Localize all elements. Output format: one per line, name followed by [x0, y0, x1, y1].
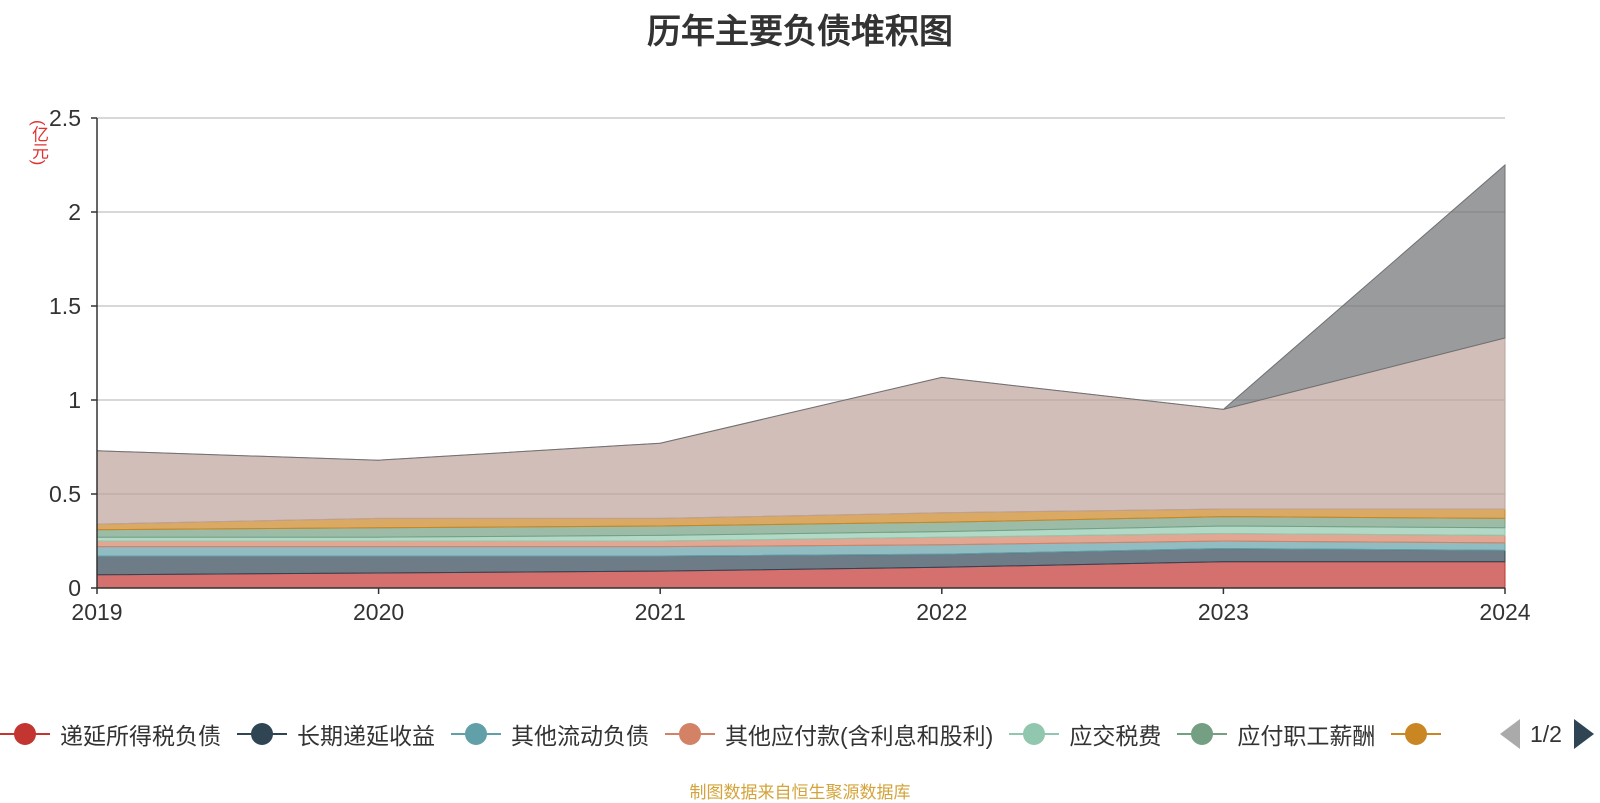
legend-item[interactable]: [1391, 716, 1451, 752]
legend-pager: 1/2: [1500, 716, 1594, 752]
y-tick-label: 1: [68, 387, 81, 413]
x-tick-label: 2019: [71, 599, 122, 625]
legend-item[interactable]: 递延所得税负债: [0, 716, 221, 752]
y-tick-label: 1.5: [49, 293, 81, 319]
x-tick-label: 2022: [916, 599, 967, 625]
axes: 0 0.5 1 1.5 2 2.5 2019 2020 2021 2022 2023 2024: [49, 105, 1531, 625]
y-tick-label: 2: [68, 199, 81, 225]
legend-next-arrow-icon[interactable]: [1573, 719, 1594, 749]
area-series-9: [96, 163, 1506, 461]
chart-title: 历年主要负债堆积图: [647, 13, 953, 51]
x-tick-label: 2020: [353, 599, 404, 625]
y-tick-label: 0: [68, 575, 81, 601]
legend-label: 其他流动负债: [511, 723, 649, 749]
y-axis-unit-label: (亿元): [29, 120, 48, 166]
legend-prev-arrow-icon[interactable]: [1500, 719, 1520, 749]
legend-item[interactable]: 应付职工薪酬: [1177, 716, 1375, 752]
y-tick-label: 0.5: [49, 481, 81, 507]
legend-label: 递延所得税负债: [60, 723, 221, 749]
legend: 递延所得税负债 长期递延收益 其他流动负债 其他应付款(含利息和股利) 应交税费 应付职工…: [0, 716, 1490, 752]
y-tick-label: 2.5: [49, 105, 81, 131]
legend-marker-icon: [665, 722, 715, 746]
legend-page-indicator: 1/2: [1530, 720, 1562, 747]
legend-marker-icon: [1177, 722, 1228, 746]
legend-label: 应付职工薪酬: [1237, 723, 1376, 749]
legend-marker-icon: [237, 722, 287, 746]
data-source-note: 制图数据来自恒生聚源数据库: [689, 783, 911, 802]
legend-marker-icon: [1391, 722, 1442, 746]
legend-item[interactable]: 其他应付款(含利息和股利): [665, 716, 993, 752]
x-tick-label: 2023: [1198, 599, 1249, 625]
x-tick-label: 2024: [1479, 599, 1530, 625]
legend-item[interactable]: 其他流动负债: [451, 716, 649, 752]
legend-marker-icon: [1009, 722, 1060, 746]
legend-item[interactable]: 长期递延收益: [237, 716, 435, 752]
legend-marker-icon: [451, 722, 501, 746]
legend-label: 应交税费: [1069, 723, 1162, 749]
area-series: [96, 163, 1506, 589]
legend-label: 其他应付款(含利息和股利): [725, 723, 994, 749]
legend-marker-icon: [0, 722, 50, 746]
legend-label: 长期递延收益: [297, 723, 435, 749]
legend-item[interactable]: 应交税费: [1009, 716, 1161, 752]
x-tick-label: 2021: [635, 599, 686, 625]
